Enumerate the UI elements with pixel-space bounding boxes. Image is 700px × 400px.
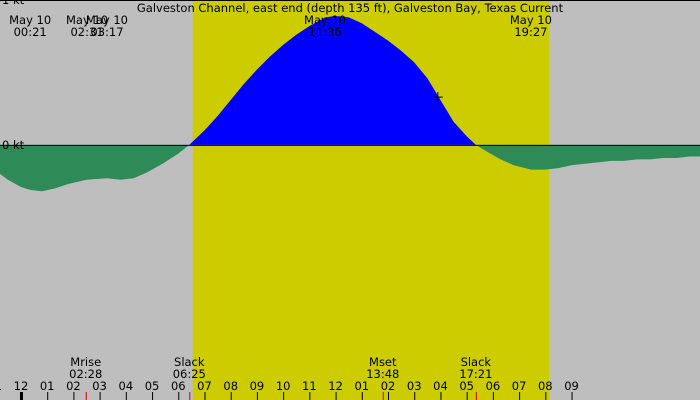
hour-label: 06 <box>486 379 501 393</box>
bottom-event-label: Slack <box>174 355 205 369</box>
top-event-date: May 10 <box>9 13 51 27</box>
top-event-time: 11:36 <box>309 25 342 39</box>
ebb-area <box>0 144 190 192</box>
top-event-time: 19:27 <box>514 25 547 39</box>
current-time-marker <box>432 92 443 103</box>
top-event-date: May 10 <box>66 13 108 27</box>
top-event-date: May 10 <box>304 13 346 27</box>
bottom-event-time: 17:21 <box>459 367 492 381</box>
chart-title: Galveston Channel, east end (depth 135 f… <box>137 1 564 15</box>
ebb-area <box>475 144 700 170</box>
top-event-date: May 10 <box>86 13 128 27</box>
bottom-event-label: Mset <box>369 355 397 369</box>
hour-label: 11 <box>0 379 2 393</box>
flood-area <box>189 15 476 145</box>
top-event-time: 00:21 <box>14 25 47 39</box>
bottom-event-time: 02:28 <box>69 367 102 381</box>
hour-label: 09 <box>250 379 265 393</box>
hour-label: 07 <box>197 379 212 393</box>
current-area <box>0 15 700 192</box>
top-event-time: 03:17 <box>90 25 123 39</box>
hour-label: 01 <box>354 379 369 393</box>
hour-label: 12 <box>328 379 343 393</box>
y-tick-label: 0 kt <box>2 138 25 152</box>
hour-label: 02 <box>66 379 81 393</box>
hour-label: 05 <box>459 379 474 393</box>
hour-label: 12 <box>14 379 29 393</box>
hour-label: 08 <box>223 379 238 393</box>
hour-label: 07 <box>512 379 527 393</box>
hour-label: 03 <box>407 379 422 393</box>
hour-label: 04 <box>433 379 448 393</box>
top-event-date: May 10 <box>510 13 552 27</box>
y-tick-label: 1 kt <box>2 0 25 7</box>
hour-label: 06 <box>171 379 186 393</box>
hour-label: 02 <box>381 379 396 393</box>
hour-label: 01 <box>40 379 55 393</box>
bottom-event-time: 06:25 <box>173 367 206 381</box>
top-event-time: 02:31 <box>70 25 103 39</box>
bottom-event-label: Mrise <box>70 355 101 369</box>
hour-label: 05 <box>145 379 160 393</box>
hour-label: 10 <box>276 379 291 393</box>
bottom-event-time: 13:48 <box>366 367 399 381</box>
hour-label: 04 <box>119 379 134 393</box>
hour-label: 11 <box>302 379 317 393</box>
hour-label: 03 <box>92 379 107 393</box>
hour-axis: 11 12 01 02 03 04 05 06 07 08 09 10 11 12 01 02 03 04 05 06… <box>0 379 579 400</box>
hour-label: 08 <box>538 379 553 393</box>
y-axis-labels: 1 kt 0 kt <box>2 0 25 152</box>
bottom-event-label: Slack <box>461 355 492 369</box>
hour-label: 09 <box>564 379 579 393</box>
